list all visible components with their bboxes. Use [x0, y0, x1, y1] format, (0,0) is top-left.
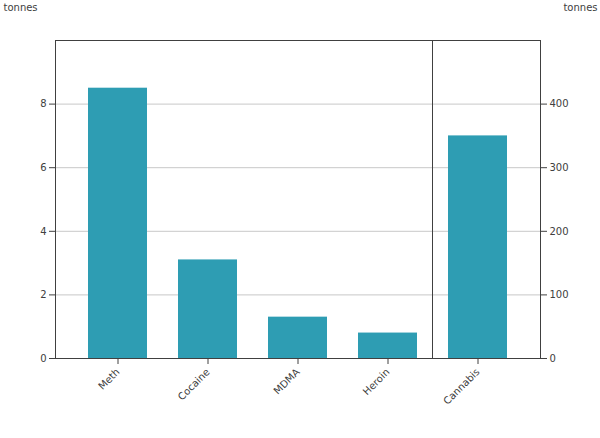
svg-text:400: 400	[550, 98, 569, 109]
svg-text:tonnes: tonnes	[563, 2, 597, 13]
svg-text:8: 8	[40, 98, 46, 109]
svg-text:Cannabis: Cannabis	[441, 366, 481, 406]
svg-text:MDMA: MDMA	[271, 366, 301, 396]
svg-text:4: 4	[40, 226, 46, 237]
svg-text:Cocaine: Cocaine	[176, 366, 212, 402]
svg-text:6: 6	[40, 162, 46, 173]
svg-text:300: 300	[550, 162, 569, 173]
svg-text:0: 0	[40, 353, 46, 364]
svg-text:100: 100	[550, 289, 569, 300]
svg-text:2: 2	[40, 289, 46, 300]
svg-text:tonnes: tonnes	[4, 2, 38, 13]
svg-text:200: 200	[550, 226, 569, 237]
svg-text:Meth: Meth	[96, 366, 121, 391]
svg-text:Heroin: Heroin	[361, 366, 392, 397]
svg-text:0: 0	[550, 353, 556, 364]
